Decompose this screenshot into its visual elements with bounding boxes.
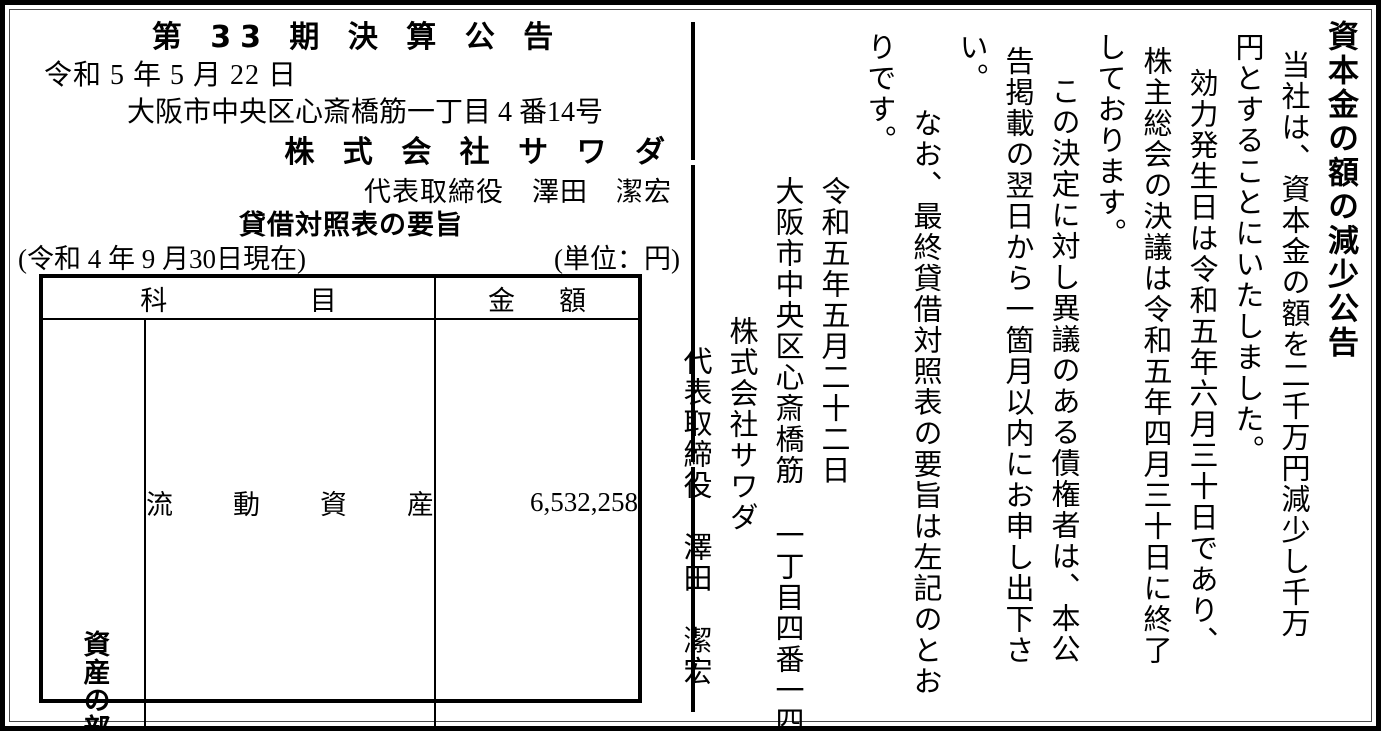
representative-name: 代表取締役 澤田 潔宏 bbox=[364, 177, 672, 207]
header-amount-right: 額 bbox=[559, 285, 586, 316]
notice-company: 株式会社サワダ bbox=[725, 316, 757, 533]
vertical-divider bbox=[691, 22, 695, 712]
notice-title: 資本金の額の減少公告 bbox=[1322, 20, 1358, 360]
header-item-right: 目 bbox=[309, 285, 337, 316]
page-border-inner bbox=[9, 9, 1372, 722]
notice-line-0: 当社は、資本金の額を二千万円減少し千万 bbox=[1277, 50, 1309, 639]
balance-sheet-table-wrap: 科 目 金 額 資産の部 bbox=[39, 274, 642, 731]
page-title: 第 33 期 決 算 公 告 bbox=[151, 20, 563, 55]
notice-line-7: い。 bbox=[955, 32, 987, 94]
header-amount-left: 金 bbox=[488, 285, 515, 316]
header-amount-cell: 金 額 bbox=[435, 278, 638, 320]
balance-sheet-table: 科 目 金 額 資産の部 bbox=[43, 278, 638, 731]
notice-representative: 代表取締役 澤田 潔宏 bbox=[679, 346, 711, 687]
as-of-row: (令和 4 年 9 月30日現在) (単位：円) bbox=[14, 242, 686, 276]
assets-amount-0: 6,532,258 bbox=[530, 487, 638, 517]
notice-line-4: しております。 bbox=[1093, 32, 1125, 249]
notice-line-2: 効力発生日は令和五年六月三十日であり、 bbox=[1185, 68, 1217, 657]
assets-side-label: 資産の部 bbox=[78, 629, 110, 731]
notice-address: 大阪市中央区心斎橋筋 一丁目四番一四号 bbox=[771, 176, 803, 731]
assets-amount-1: 68,633,140 bbox=[435, 685, 638, 731]
balance-sheet-title: 貸借対照表の要旨 bbox=[239, 210, 463, 241]
table-header-row: 科 目 金 額 bbox=[43, 278, 638, 320]
header-item-cell: 科 目 bbox=[43, 278, 436, 320]
item-char: 産 bbox=[407, 490, 434, 520]
company-name: 株 式 会 社 サ ワ ダ bbox=[284, 135, 674, 170]
company-address: 大阪市中央区心斎橋筋一丁目 4 番14号 bbox=[126, 97, 603, 128]
balance-sheet-pane: 第 33 期 決 算 公 告 令和 5 年 5 月 22 日 大阪市中央区心斎橋… bbox=[14, 12, 686, 719]
as-of-date: (令和 4 年 9 月30日現在) bbox=[18, 244, 306, 274]
notice-line-6: 告掲載の翌日から一箇月以内にお申し出下さ bbox=[1001, 46, 1033, 666]
divider-gap-lower bbox=[689, 462, 697, 467]
notice-line-1: 円とすることにいたしました。 bbox=[1231, 32, 1263, 466]
notice-line-8: なお、最終貸借対照表の要旨は左記のとお bbox=[909, 108, 941, 697]
assets-item-1: 固 定 資 産 bbox=[145, 685, 436, 731]
notice-date: 令和五年五月二十二日 bbox=[817, 176, 849, 486]
table-row: 資産の部 流 動 資 産 6,532,258 bbox=[43, 319, 638, 731]
table-row: 固 定 資 産 68,633,140 bbox=[43, 685, 638, 731]
notice-line-9: りです。 bbox=[863, 32, 895, 156]
assets-side-label-cell: 資産の部 bbox=[43, 319, 146, 731]
capital-reduction-notice: 資本金の額の減少公告 当社は、資本金の額を二千万円減少し千万 円とすることにいた… bbox=[679, 16, 1364, 731]
item-char: 動 bbox=[233, 490, 260, 520]
notice-line-3: 株主総会の決議は令和五年四月三十日に終了 bbox=[1139, 46, 1171, 666]
assets-item-0: 流 動 資 産 bbox=[145, 319, 436, 685]
item-char: 流 bbox=[146, 490, 173, 520]
notice-line-5: この決定に対し異議のある債権者は、本公 bbox=[1047, 76, 1079, 665]
item-char: 資 bbox=[320, 490, 347, 520]
divider-gap-upper bbox=[689, 160, 697, 165]
currency-unit: (単位：円) bbox=[554, 244, 680, 274]
publication-date: 令和 5 年 5 月 22 日 bbox=[44, 60, 298, 91]
header-item-left: 科 bbox=[140, 285, 168, 316]
